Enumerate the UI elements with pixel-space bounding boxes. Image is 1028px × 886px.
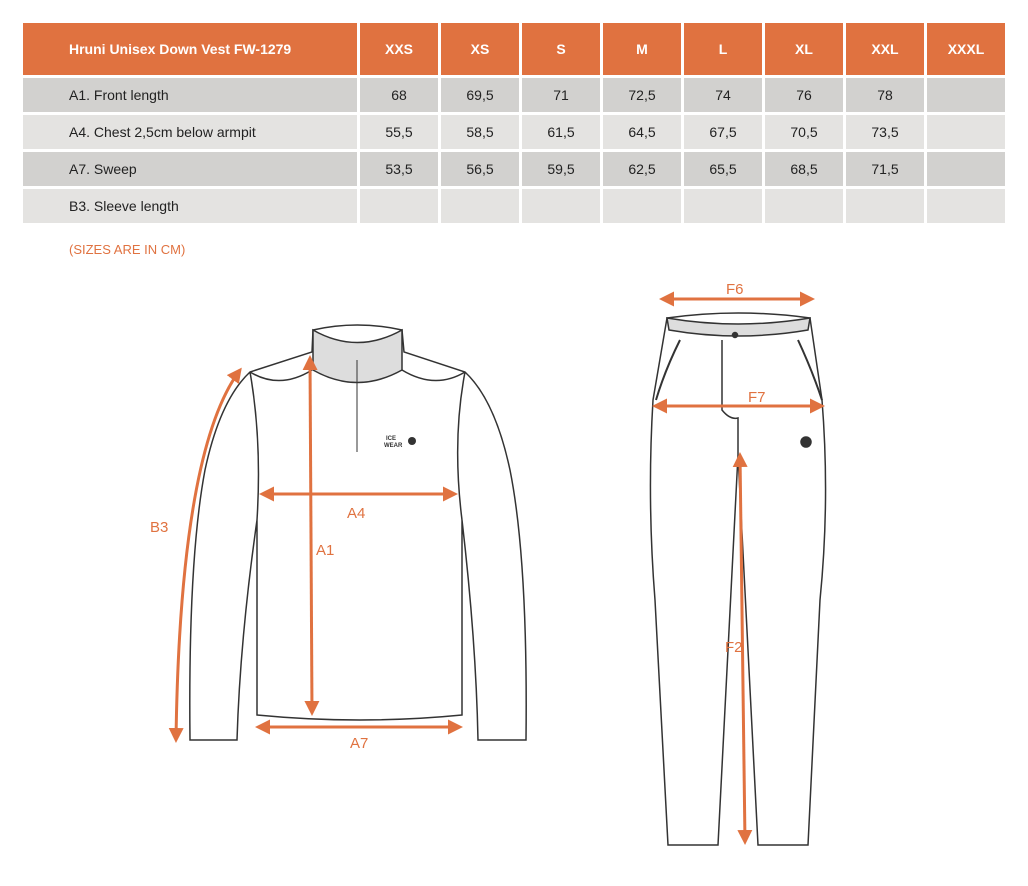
table-cell [603,189,681,223]
table-cell [765,189,843,223]
table-cell [846,189,924,223]
svg-text:ICE: ICE [386,436,396,442]
table-cell: 58,5 [441,115,519,149]
svg-text:WEAR: WEAR [384,443,403,449]
table-cell: 64,5 [603,115,681,149]
table-cell: 59,5 [522,152,600,186]
table-cell: 69,5 [441,78,519,112]
size-header: XXXL [927,23,1005,75]
units-note: (SIZES ARE IN CM) [69,242,186,257]
table-cell: 61,5 [522,115,600,149]
b3-arrow [168,367,242,743]
row-label: A7. Sweep [23,152,357,186]
size-header: XS [441,23,519,75]
table-cell: 67,5 [684,115,762,149]
size-header: M [603,23,681,75]
table-cell: 78 [846,78,924,112]
size-header: XXS [360,23,438,75]
table-cell: 53,5 [360,152,438,186]
table-cell: 71,5 [846,152,924,186]
table-cell: 56,5 [441,152,519,186]
label-b3: B3 [150,519,168,536]
table-cell: 76 [765,78,843,112]
table-cell [684,189,762,223]
a1-arrow [302,355,320,716]
table-cell: 68,5 [765,152,843,186]
ice-wear-logo: ICE WEAR [384,436,416,449]
label-a4: A4 [347,505,365,522]
table-cell: 62,5 [603,152,681,186]
table-cell: 71 [522,78,600,112]
pants-illustration [649,312,827,846]
table-cell [522,189,600,223]
table-cell: 73,5 [846,115,924,149]
size-header: S [522,23,600,75]
label-a1: A1 [316,542,334,559]
size-header: XL [765,23,843,75]
row-label: A1. Front length [23,78,357,112]
table-cell: 72,5 [603,78,681,112]
table-cell [927,152,1005,186]
label-a7: A7 [350,735,368,752]
table-title: Hruni Unisex Down Vest FW-1279 [23,23,357,75]
table-cell [360,189,438,223]
table-cell: 70,5 [765,115,843,149]
table-cell [441,189,519,223]
row-label: A4. Chest 2,5cm below armpit [23,115,357,149]
table-cell: 65,5 [684,152,762,186]
table-cell [927,189,1005,223]
table-cell: 55,5 [360,115,438,149]
top-illustration [189,324,527,741]
label-f6: F6 [726,281,744,298]
table-cell: 74 [684,78,762,112]
size-table: Hruni Unisex Down Vest FW-1279 XXS XS S M L XL… [23,23,1005,223]
label-f7: F7 [748,389,766,406]
label-f2: F2 [725,639,743,656]
table-cell [927,78,1005,112]
table-cell: 68 [360,78,438,112]
row-label: B3. Sleeve length [23,189,357,223]
size-header: XXL [846,23,924,75]
table-cell [927,115,1005,149]
size-header: L [684,23,762,75]
f2-arrow [732,452,753,845]
